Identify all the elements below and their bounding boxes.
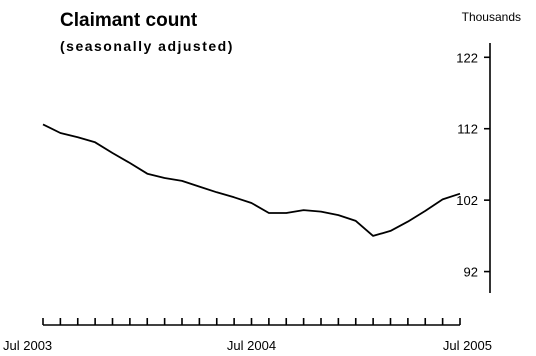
x-tick-label: Jul 2003 — [3, 338, 52, 353]
x-tick-label: Jul 2004 — [227, 338, 276, 353]
chart-title: Claimant count — [60, 10, 198, 31]
y-axis-ticks: 92 102 112 122 — [456, 50, 490, 280]
series-line-claimant-count — [42, 123, 461, 237]
x-tick-label: Jul 2005 — [443, 338, 492, 353]
y-tick-label: 122 — [456, 50, 478, 65]
y-tick-label: 92 — [464, 265, 478, 280]
chart-subtitle: (seasonally adjusted) — [60, 38, 234, 54]
unit-label: Thousands — [462, 10, 521, 24]
y-tick-label: 112 — [457, 122, 478, 137]
x-axis-ticks: Jul 2003 Jul 2004 Jul 2005 — [3, 318, 492, 353]
y-tick-label: 102 — [456, 193, 478, 208]
